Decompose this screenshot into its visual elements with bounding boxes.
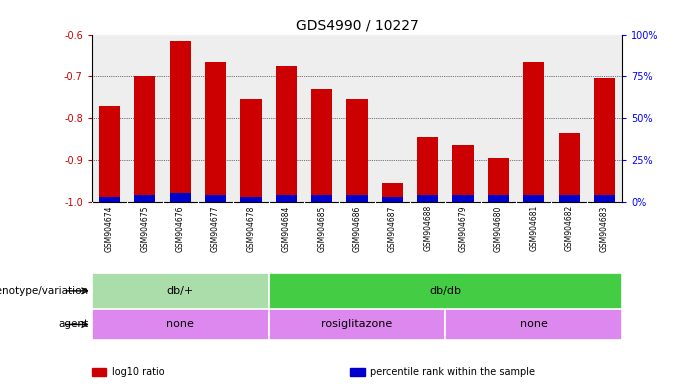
Bar (452, 195, 474, 202)
Text: GSM904676: GSM904676 (175, 205, 185, 252)
Bar (169, 41, 191, 202)
Text: db/db: db/db (429, 286, 462, 296)
Bar (134, 195, 156, 202)
Bar (134, 76, 156, 202)
Bar (558, 195, 580, 202)
Bar (594, 195, 615, 202)
Bar (269, 309, 445, 340)
Bar (488, 158, 509, 202)
Bar (488, 195, 509, 202)
Text: percentile rank within the sample: percentile rank within the sample (370, 367, 535, 377)
Text: GSM904685: GSM904685 (317, 205, 326, 252)
Text: GSM904686: GSM904686 (352, 205, 362, 252)
Text: GSM904687: GSM904687 (388, 205, 397, 252)
Text: GSM904674: GSM904674 (105, 205, 114, 252)
Bar (92, 273, 269, 309)
Text: none: none (167, 319, 194, 329)
Text: GSM904683: GSM904683 (600, 205, 609, 252)
Text: GSM904679: GSM904679 (458, 205, 468, 252)
Bar (381, 183, 403, 202)
Bar (275, 66, 297, 202)
Bar (452, 145, 474, 202)
Bar (381, 197, 403, 202)
Bar (269, 273, 622, 309)
Bar (523, 195, 545, 202)
Text: log10 ratio: log10 ratio (112, 367, 165, 377)
Bar (558, 133, 580, 202)
Text: GSM904677: GSM904677 (211, 205, 220, 252)
Bar (311, 195, 333, 202)
Bar (346, 195, 368, 202)
Bar (523, 62, 545, 202)
Bar (99, 197, 120, 202)
Bar (594, 78, 615, 202)
Bar (92, 309, 269, 340)
Bar (205, 195, 226, 202)
Text: GSM904680: GSM904680 (494, 205, 503, 252)
Bar (311, 89, 333, 202)
Text: GSM904675: GSM904675 (140, 205, 150, 252)
Bar (417, 195, 439, 202)
Text: GSM904678: GSM904678 (246, 205, 256, 252)
Bar (445, 309, 622, 340)
Title: GDS4990 / 10227: GDS4990 / 10227 (296, 18, 418, 32)
Text: db/+: db/+ (167, 286, 194, 296)
Bar (169, 193, 191, 202)
Bar (240, 99, 262, 202)
Bar (240, 197, 262, 202)
Text: GSM904688: GSM904688 (423, 205, 432, 252)
Bar (99, 106, 120, 202)
Bar (205, 62, 226, 202)
Text: GSM904682: GSM904682 (564, 205, 574, 252)
Text: agent: agent (58, 319, 88, 329)
Text: GSM904681: GSM904681 (529, 205, 539, 252)
Bar (346, 99, 368, 202)
Text: genotype/variation: genotype/variation (0, 286, 88, 296)
Text: rosiglitazone: rosiglitazone (322, 319, 392, 329)
Bar (417, 137, 439, 202)
Text: none: none (520, 319, 547, 329)
Text: GSM904684: GSM904684 (282, 205, 291, 252)
Bar (275, 195, 297, 202)
